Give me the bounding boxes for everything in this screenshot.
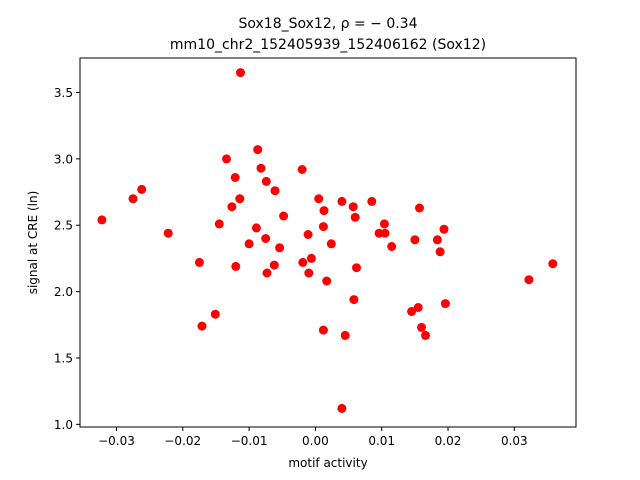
y-axis-ticks: 1.0 1.5 2.0 2.5 3.0 3.5	[54, 86, 80, 432]
data-point-45	[379, 219, 389, 229]
data-point-19	[261, 176, 271, 186]
data-point-0	[97, 215, 107, 225]
data-point-54	[432, 235, 442, 245]
x-tick-label: 0.00	[302, 434, 329, 448]
data-point-38	[340, 330, 350, 340]
y-tick-label: 2.5	[54, 219, 73, 233]
x-axis-label: motif activity	[288, 456, 367, 470]
data-point-52	[417, 322, 426, 332]
data-point-16	[253, 145, 263, 155]
data-point-43	[367, 196, 377, 206]
data-point-56	[439, 224, 449, 234]
x-axis-ticks: −0.03 −0.02 −0.01 0.00 0.01 0.02 0.03	[98, 427, 528, 448]
data-point-24	[279, 211, 289, 221]
data-point-58	[524, 275, 534, 285]
data-points	[97, 68, 558, 413]
data-point-20	[262, 268, 272, 278]
x-tick-label: 0.01	[368, 434, 395, 448]
x-tick-label: 0.02	[435, 434, 462, 448]
data-point-25	[297, 165, 307, 174]
data-point-1	[128, 194, 138, 204]
data-point-55	[435, 247, 445, 257]
x-tick-label: −0.03	[98, 434, 135, 448]
data-point-27	[303, 230, 313, 239]
y-tick-label: 1.0	[54, 418, 73, 432]
data-point-22	[270, 186, 280, 196]
data-point-30	[314, 194, 324, 204]
data-point-14	[244, 239, 254, 249]
data-point-5	[197, 321, 207, 331]
y-axis-label: signal at CRE (ln)	[26, 191, 40, 295]
chart-title-line1: Sox18_Sox12, ρ = − 0.34	[238, 16, 417, 32]
data-point-50	[413, 303, 423, 312]
data-point-31	[318, 222, 328, 232]
data-point-26	[298, 257, 308, 267]
data-point-39	[348, 202, 358, 212]
data-point-12	[235, 194, 245, 204]
data-point-36	[337, 196, 347, 206]
data-point-35	[326, 239, 336, 249]
data-point-29	[306, 253, 316, 263]
data-point-3	[163, 228, 173, 238]
data-point-28	[304, 268, 314, 278]
data-point-17	[256, 163, 266, 173]
data-point-6	[210, 309, 220, 319]
data-point-34	[322, 276, 332, 286]
data-point-15	[251, 223, 261, 233]
data-point-10	[230, 173, 240, 182]
data-point-9	[227, 202, 237, 212]
data-point-42	[352, 263, 361, 273]
data-point-37	[337, 403, 347, 413]
y-tick-label: 3.0	[54, 152, 73, 166]
data-point-51	[415, 203, 424, 213]
data-point-8	[222, 154, 231, 164]
data-point-47	[387, 242, 397, 251]
data-point-49	[410, 235, 420, 245]
x-tick-label: −0.02	[164, 434, 201, 448]
data-point-57	[440, 299, 450, 309]
chart-title-line2: mm10_chr2_152405939_152406162 (Sox12)	[170, 37, 486, 53]
data-point-41	[350, 212, 360, 222]
x-tick-label: 0.03	[501, 434, 528, 448]
data-point-23	[275, 243, 285, 253]
y-tick-label: 3.5	[54, 86, 73, 100]
data-point-11	[231, 261, 241, 271]
data-point-32	[318, 325, 328, 335]
data-point-4	[194, 257, 204, 267]
plot-frame	[79, 57, 577, 428]
y-tick-label: 2.0	[54, 285, 73, 299]
data-point-33	[319, 206, 329, 216]
data-point-18	[261, 234, 271, 243]
data-point-48	[407, 307, 417, 316]
y-tick-label: 1.5	[54, 351, 73, 365]
data-point-53	[421, 330, 430, 340]
data-point-13	[236, 68, 245, 78]
data-point-7	[214, 219, 224, 229]
data-point-59	[548, 259, 558, 269]
data-point-21	[269, 260, 279, 270]
data-point-46	[380, 228, 390, 238]
x-tick-label: −0.01	[231, 434, 268, 448]
data-point-2	[137, 184, 147, 194]
data-point-40	[349, 295, 359, 305]
